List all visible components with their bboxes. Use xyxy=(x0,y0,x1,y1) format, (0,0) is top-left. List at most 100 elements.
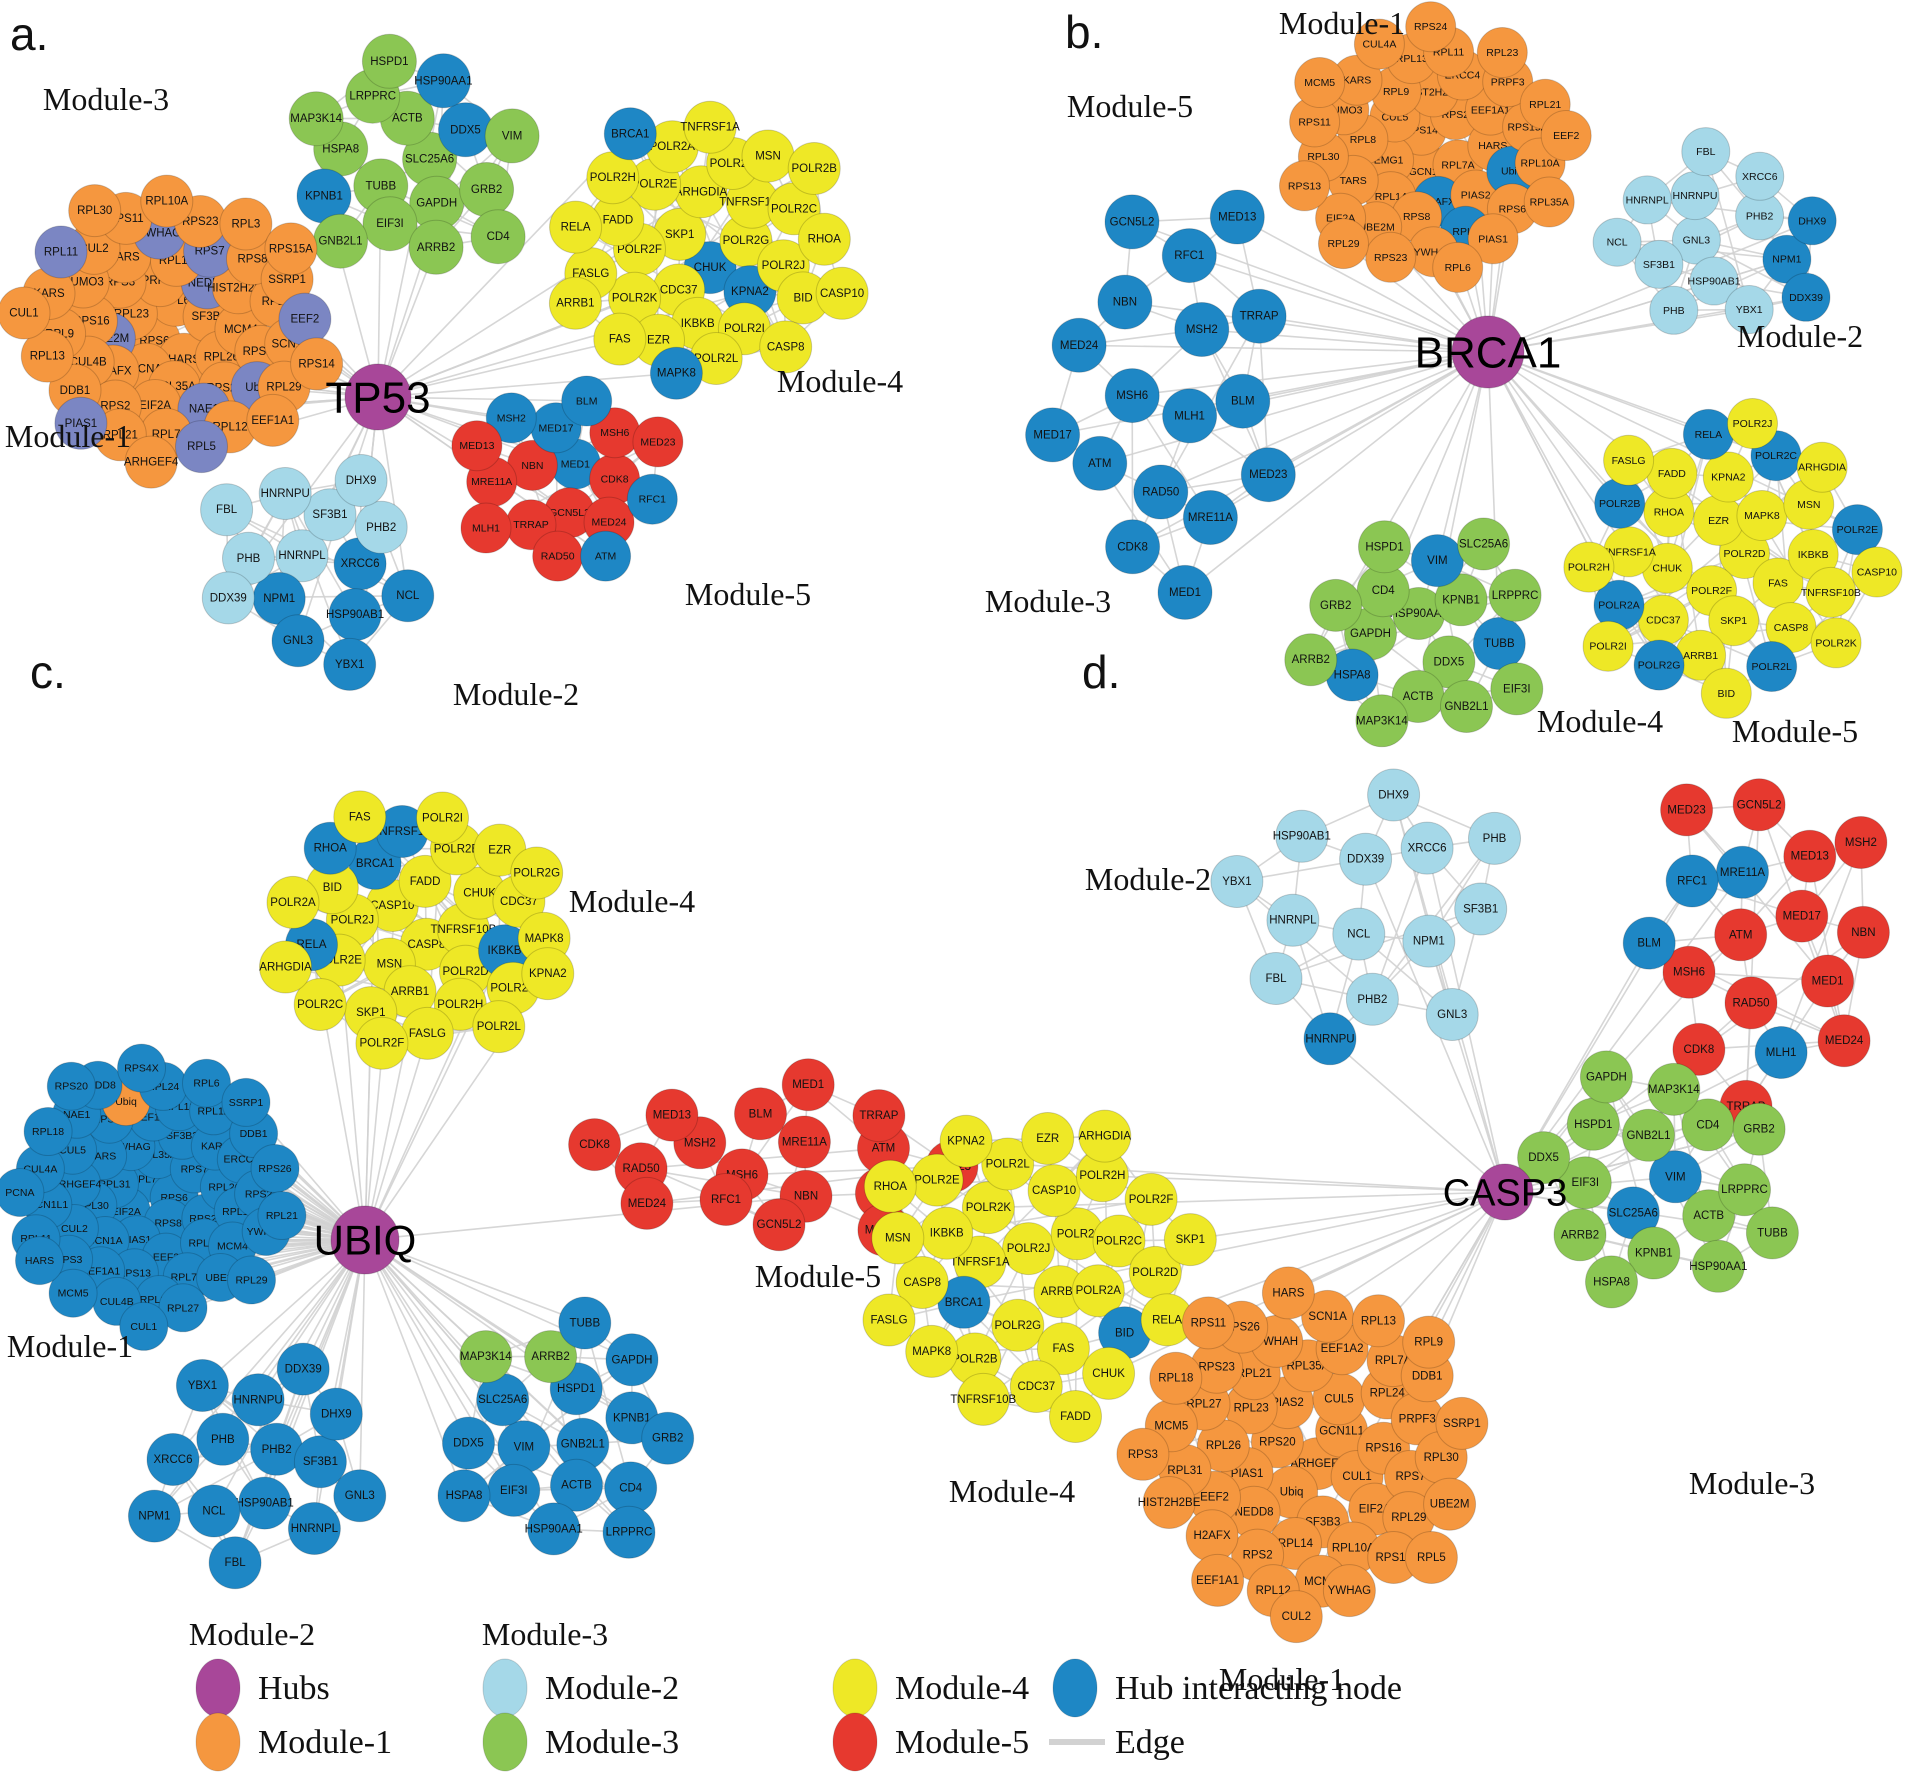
node-HSPA8 xyxy=(1585,1255,1638,1309)
node-FAS xyxy=(593,312,647,366)
node-POLR2F xyxy=(355,1016,409,1070)
node-PHB2 xyxy=(1345,972,1399,1026)
node-EIF3I xyxy=(362,196,418,252)
node-MSN xyxy=(741,129,795,183)
legend-label-module-3: Module-3 xyxy=(545,1724,679,1761)
edge xyxy=(201,1239,366,1387)
node-DHX9 xyxy=(1367,768,1421,822)
edge xyxy=(364,1239,586,1324)
node-MED13 xyxy=(451,420,503,472)
module-label-module-3: Module-3 xyxy=(1689,1465,1815,1501)
hub-label-CASP3: CASP3 xyxy=(1443,1172,1568,1214)
node-RPL10A xyxy=(140,174,194,228)
node-TNFRSF10B xyxy=(1805,566,1857,618)
node-PHB2 xyxy=(354,500,408,554)
legend-swatch-module-1 xyxy=(195,1712,241,1772)
node-LRPPRC xyxy=(1488,568,1542,622)
node-GRB2 xyxy=(459,162,515,217)
node-MAP3K14 xyxy=(288,91,344,147)
node-LRPPRC xyxy=(1718,1163,1771,1217)
node-KPNA2 xyxy=(1702,451,1754,503)
node-POLR2I xyxy=(416,791,469,845)
node-XRCC6 xyxy=(1400,821,1454,875)
node-CDK8 xyxy=(1105,519,1161,575)
node-DDX5 xyxy=(438,102,493,158)
edge xyxy=(1428,940,1506,1193)
edge xyxy=(1236,216,1489,353)
node-TUBB xyxy=(1472,617,1526,670)
node-KPNA2 xyxy=(939,1114,993,1168)
node-ARHGEF4 xyxy=(124,435,178,489)
node-FAS xyxy=(1036,1322,1090,1376)
node-ATM xyxy=(1714,908,1768,962)
node-HNRNPL xyxy=(1266,893,1320,947)
node-RPL29 xyxy=(227,1255,276,1305)
edge xyxy=(1487,308,1750,353)
node-HSP90AA1 xyxy=(1691,1239,1745,1293)
node-GNB2L1 xyxy=(313,213,368,269)
module-label-module-5: Module-5 xyxy=(755,1258,881,1294)
node-MRE11A xyxy=(1182,490,1238,545)
edge xyxy=(364,1239,470,1444)
node-HSP90AA1 xyxy=(527,1502,581,1556)
node-MED1 xyxy=(781,1058,835,1112)
node-POLR2L xyxy=(981,1137,1035,1191)
hub-BRCA1 xyxy=(1451,315,1525,389)
node-GNB2L1 xyxy=(1622,1108,1675,1162)
panel-letter-d: d. xyxy=(1082,646,1120,698)
node-RPL27 xyxy=(158,1283,208,1333)
edge xyxy=(1132,351,1489,397)
edge xyxy=(359,1239,366,1496)
node-CDC37 xyxy=(1009,1360,1063,1413)
hub-label-TP53: TP53 xyxy=(325,373,430,422)
edge xyxy=(1685,809,1829,982)
node-YBX1 xyxy=(175,1359,229,1412)
node-CDC37 xyxy=(1637,594,1689,646)
node-CUL4A xyxy=(1353,18,1405,70)
node-POLR2B xyxy=(787,142,841,195)
legend: Hubs Module-1 Module-2 Module-3 Module-4 Modu… xyxy=(195,1658,1402,1772)
node-EZR xyxy=(1021,1112,1075,1165)
legend-label-hubs: Hubs xyxy=(258,1670,330,1707)
node-MED24 xyxy=(1051,317,1107,373)
edge xyxy=(1184,351,1489,594)
legend-label-module-2: Module-2 xyxy=(545,1670,679,1707)
node-RPL13 xyxy=(20,329,74,383)
edge xyxy=(1417,351,1489,697)
node-SF3B1 xyxy=(303,488,357,542)
node-MSH2 xyxy=(485,392,537,444)
node-MAPK8 xyxy=(649,346,703,400)
node-XRCC6 xyxy=(146,1433,200,1486)
node-MED17 xyxy=(1775,889,1829,943)
node-YBX1 xyxy=(323,637,377,691)
node-MLH1 xyxy=(460,502,512,554)
node-SF3B1 xyxy=(1634,239,1684,289)
node-CHUK xyxy=(1082,1346,1136,1400)
node-VIM xyxy=(497,1420,551,1474)
node-ARRB2 xyxy=(1284,633,1338,687)
node-BID xyxy=(1700,667,1752,719)
node-POLR2B xyxy=(1594,477,1646,529)
edge xyxy=(641,1147,884,1170)
node-MRE11A xyxy=(1716,845,1769,899)
node-ATM xyxy=(1072,435,1128,491)
node-GNL3 xyxy=(333,1469,387,1523)
node-HIST2H2BE xyxy=(1142,1476,1196,1529)
node-PIAS1 xyxy=(1467,213,1519,265)
hub-UBIQ xyxy=(330,1205,400,1275)
node-HNRNPU xyxy=(258,467,312,520)
node-YBX1 xyxy=(1210,855,1264,908)
node-HNRNPL xyxy=(287,1502,341,1555)
node-MSN xyxy=(871,1211,925,1265)
node-SSRP1 xyxy=(1435,1396,1489,1450)
node-RFC1 xyxy=(1665,854,1719,908)
edge xyxy=(1190,1191,1506,1241)
node-CUL1 xyxy=(0,286,51,340)
module-label-module-4: Module-4 xyxy=(949,1473,1075,1509)
node-GNL3 xyxy=(1425,988,1479,1041)
edge xyxy=(1329,1038,1506,1193)
node-MED24 xyxy=(1817,1014,1871,1068)
node-RPL6 xyxy=(1432,241,1484,293)
node-MLH1 xyxy=(1162,388,1218,444)
